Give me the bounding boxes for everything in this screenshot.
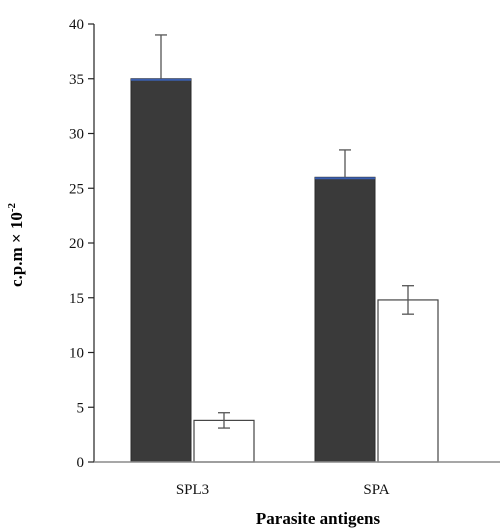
y-tick-label: 35 <box>69 72 84 88</box>
y-tick-label: 10 <box>69 346 84 362</box>
y-tick-label: 20 <box>69 236 84 252</box>
x-axis-title: Parasite antigens <box>256 509 381 528</box>
x-axis: SPL3 SPA <box>94 461 500 498</box>
y-axis-title-text: c.p.m × 10 <box>7 212 26 287</box>
series-2-bar-spl3 <box>193 419 255 463</box>
y-tick-label: 15 <box>69 291 84 307</box>
y-axis: 0 5 10 15 20 25 30 35 40 <box>69 17 95 471</box>
series-2-bar-spa <box>377 299 439 463</box>
y-tick-label: 25 <box>69 181 84 197</box>
x-tick-label-spl3: SPL3 <box>176 482 209 498</box>
y-tick-label: 40 <box>69 17 84 33</box>
y-axis-title: c.p.m × 10-2 <box>6 202 26 287</box>
series-1-bar-spa <box>314 176 376 463</box>
y-tick-label: 30 <box>69 127 84 143</box>
y-tick-label: 5 <box>77 400 85 416</box>
bars <box>130 34 439 463</box>
series-1-bar-spl3 <box>130 78 192 463</box>
y-tick-label: 0 <box>77 455 85 471</box>
x-tick-label-spa: SPA <box>363 482 389 498</box>
y-axis-title-exponent: -2 <box>6 202 18 212</box>
